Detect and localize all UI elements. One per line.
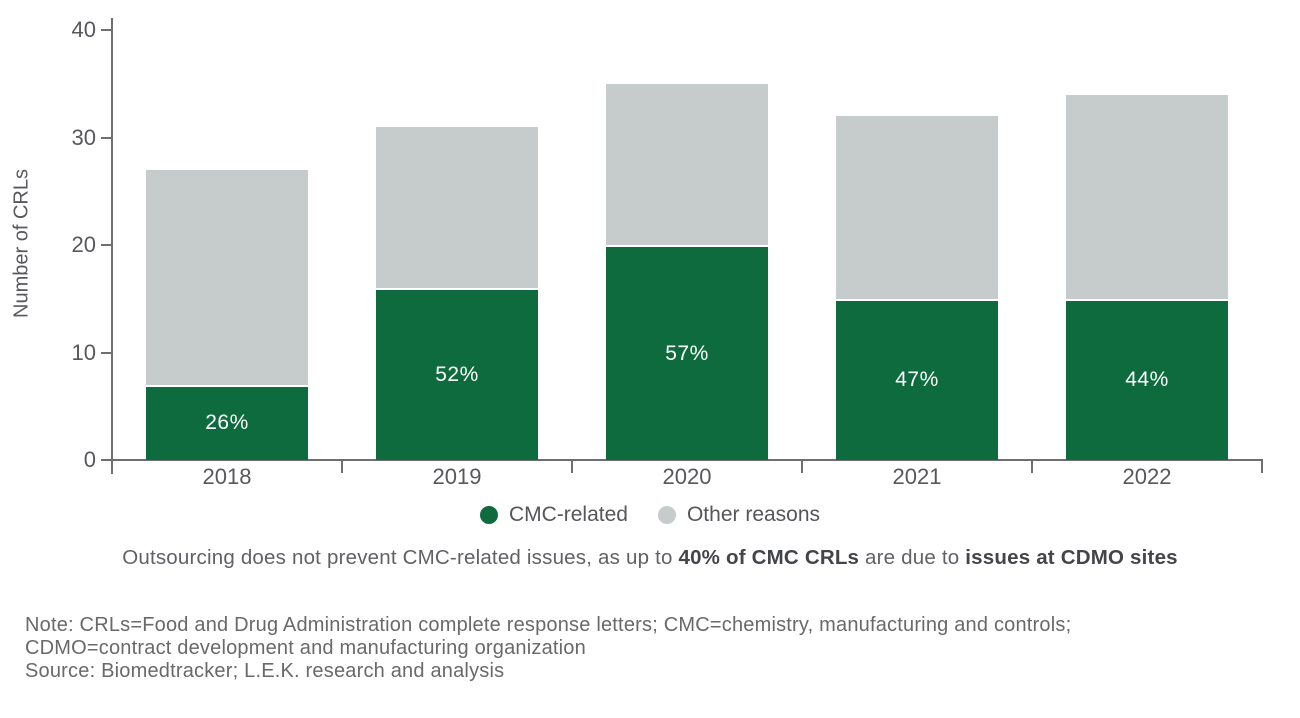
x-axis-line: [111, 459, 1263, 461]
bar-label-2022: 44%: [1125, 368, 1169, 392]
y-tick-label: 10: [71, 339, 96, 365]
y-tick-label: 30: [71, 124, 96, 150]
legend-dot-cmc-icon: [479, 506, 498, 524]
y-tick: [101, 244, 111, 246]
caption-bold-1: 40% of CMC CRLs: [678, 546, 860, 569]
y-tick: [101, 459, 111, 461]
y-axis-title: Number of CRLs: [10, 169, 33, 318]
bar-segment-other-2018: [146, 169, 308, 385]
y-tick-label: 20: [71, 232, 96, 257]
bar-segment-other-2022: [1066, 94, 1228, 299]
bar-segment-other-2021: [836, 116, 998, 299]
y-tick: [101, 136, 111, 139]
note-line-2: CDMO=contract development and manufactur…: [25, 637, 586, 659]
caption-text-2: are due to: [859, 546, 966, 569]
caption-text: Outsourcing does not prevent CMC-related…: [122, 546, 679, 569]
bar-label-2020: 57%: [665, 341, 709, 365]
x-tick: [1031, 459, 1033, 473]
x-tick: [341, 459, 343, 473]
bar-segment-cmc-2020: 57%: [606, 245, 768, 460]
bar-label-2021: 47%: [895, 368, 939, 392]
x-axis-label-2019: 2019: [432, 464, 482, 489]
x-axis-label-2022: 2022: [1122, 464, 1172, 489]
x-tick: [571, 459, 573, 473]
footnotes: Note: CRLs=Food and Drug Administration …: [25, 614, 1071, 683]
x-tick: [801, 459, 803, 473]
y-tick-label: 40: [71, 17, 96, 42]
note-line-1: Note: CRLs=Food and Drug Administration …: [25, 614, 1072, 636]
legend-dot-other-icon: [657, 506, 676, 524]
x-tick: [1261, 459, 1263, 473]
legend: CMC-related Other reasons: [0, 503, 1300, 527]
legend-label-cmc: CMC-related: [508, 503, 628, 526]
bar-segment-cmc-2021: 47%: [836, 298, 998, 460]
x-axis-label-2018: 2018: [202, 464, 252, 489]
caption-bold-2: issues at CDMO sites: [965, 546, 1178, 569]
y-tick-label: 0: [83, 447, 96, 472]
x-axis-label-2021: 2021: [892, 464, 942, 489]
bar-segment-other-2019: [376, 126, 538, 288]
bar-segment-cmc-2022: 44%: [1066, 298, 1228, 460]
y-tick: [101, 29, 111, 31]
y-axis-line: [111, 18, 113, 474]
bar-label-2019: 52%: [435, 363, 479, 386]
bar-label-2018: 26%: [205, 411, 249, 435]
legend-label-other: Other reasons: [686, 503, 821, 526]
caption: Outsourcing does not prevent CMC-related…: [0, 546, 1300, 570]
source-line: Source: Biomedtracker; L.E.K. research a…: [25, 660, 505, 682]
bar-segment-cmc-2018: 26%: [146, 384, 308, 460]
legend-item-cmc: CMC-related: [479, 503, 628, 527]
x-axis-label-2020: 2020: [662, 464, 712, 489]
legend-item-other: Other reasons: [657, 503, 821, 527]
bar-segment-other-2020: [606, 83, 768, 245]
bar-segment-cmc-2019: 52%: [376, 288, 538, 460]
y-tick: [101, 351, 111, 354]
